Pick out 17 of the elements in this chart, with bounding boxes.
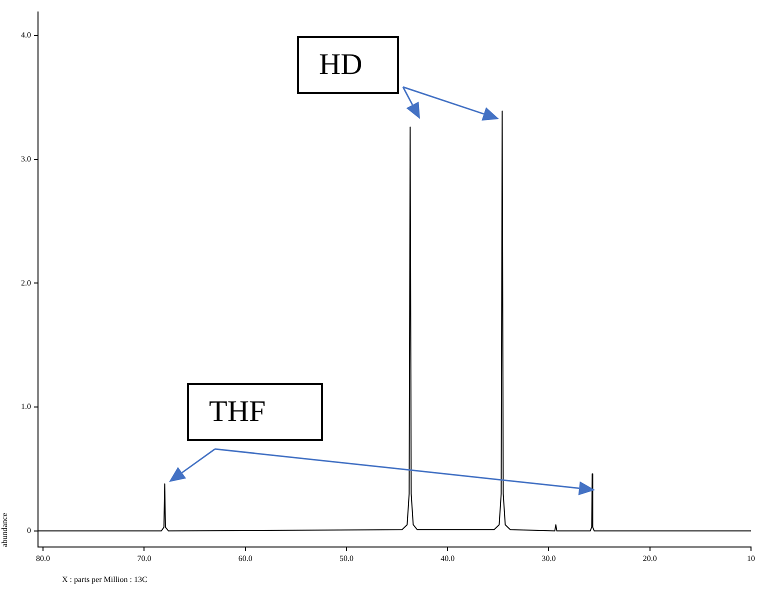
y-axis-title: abundance [0,512,9,547]
x-tick-label: 30.0 [542,554,556,563]
y-tick-label: 4.0 [21,30,31,40]
y-tick-label: 2.0 [21,278,31,288]
y-tick-label: 0 [27,526,31,535]
y-tick-label: 1.0 [21,402,31,412]
x-tick-label: 40.0 [440,554,455,563]
x-axis-title: X : parts per Million : 13C [62,575,148,584]
y-tick-label: 3.0 [21,154,31,164]
x-tick-label: 80.0 [36,554,50,563]
x-tick-label: 60.0 [238,554,252,563]
annotation: THF [187,383,323,441]
x-tick-label: 70.0 [137,554,152,563]
x-tick-label: 50.0 [339,554,354,563]
x-tick-label: 10 [747,554,755,563]
annotation: HD [297,36,399,94]
x-tick-label: 20.0 [642,554,657,563]
